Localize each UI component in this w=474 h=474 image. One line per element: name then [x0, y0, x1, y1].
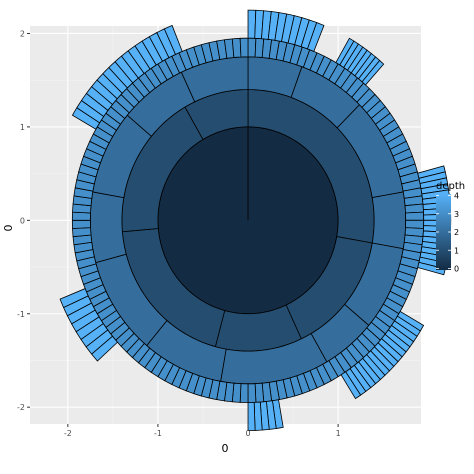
sunburst-slices — [59, 9, 452, 431]
sunburst-slice-depth-4 — [307, 22, 325, 52]
legend-colorbar — [436, 194, 451, 270]
x-tick-label: -2 — [64, 429, 72, 438]
x-tick-label: 0 — [245, 429, 250, 438]
x-tick-label: -1 — [154, 429, 162, 438]
sunburst-slice-depth-4 — [417, 261, 446, 276]
y-axis-ticks: -2 -1 0 1 2 — [17, 29, 30, 412]
sunburst-slice-depth-4 — [247, 401, 256, 431]
y-tick-label: -2 — [17, 403, 25, 412]
x-tick-label: 1 — [336, 429, 341, 438]
sunburst-slice-depth-3 — [254, 382, 265, 403]
sunburst-slice-depth-3 — [72, 227, 92, 238]
y-tick-label: 1 — [20, 123, 25, 132]
y-tick-label: -1 — [17, 310, 25, 319]
sunburst-slice-depth-3 — [247, 383, 257, 403]
sunburst-slice-depth-4 — [340, 371, 362, 400]
y-axis-title: 0 — [2, 225, 15, 232]
sunburst-slice-depth-3 — [404, 203, 424, 214]
sunburst-slice-depth-3 — [239, 383, 249, 403]
legend-ticks: 0 1 2 3 4 — [436, 192, 459, 274]
sunburst-slice-depth-3 — [71, 219, 91, 229]
legend-tick-label: 4 — [454, 192, 459, 201]
sunburst-slice-depth-3 — [247, 37, 257, 58]
legend-title: depth — [436, 181, 465, 192]
sunburst-slice-depth-4 — [163, 24, 183, 55]
x-axis-ticks: -2 -1 0 1 — [64, 424, 341, 438]
sunburst-slice-depth-3 — [71, 211, 91, 221]
sunburst-slice-depth-3 — [231, 37, 242, 58]
legend-tick-label: 2 — [454, 228, 459, 237]
x-axis-title: 0 — [222, 442, 229, 455]
sunburst-slice-depth-3 — [405, 219, 425, 229]
sunburst-slice-depth-2 — [371, 191, 407, 250]
y-tick-label: 0 — [20, 216, 25, 225]
legend-tick-label: 0 — [454, 265, 459, 274]
sunburst-slice-depth-3 — [405, 211, 425, 221]
sunburst-slice-depth-2 — [89, 191, 127, 264]
sunburst-slice-depth-3 — [239, 37, 249, 58]
legend-tick-label: 3 — [454, 210, 459, 219]
sunburst-slice-depth-4 — [59, 288, 89, 309]
y-tick-label: 2 — [20, 29, 25, 38]
legend-tick-label: 1 — [454, 246, 459, 255]
sunburst-slice-depth-4 — [361, 59, 385, 86]
